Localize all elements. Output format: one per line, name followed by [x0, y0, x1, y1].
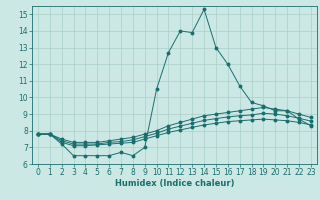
X-axis label: Humidex (Indice chaleur): Humidex (Indice chaleur): [115, 179, 234, 188]
